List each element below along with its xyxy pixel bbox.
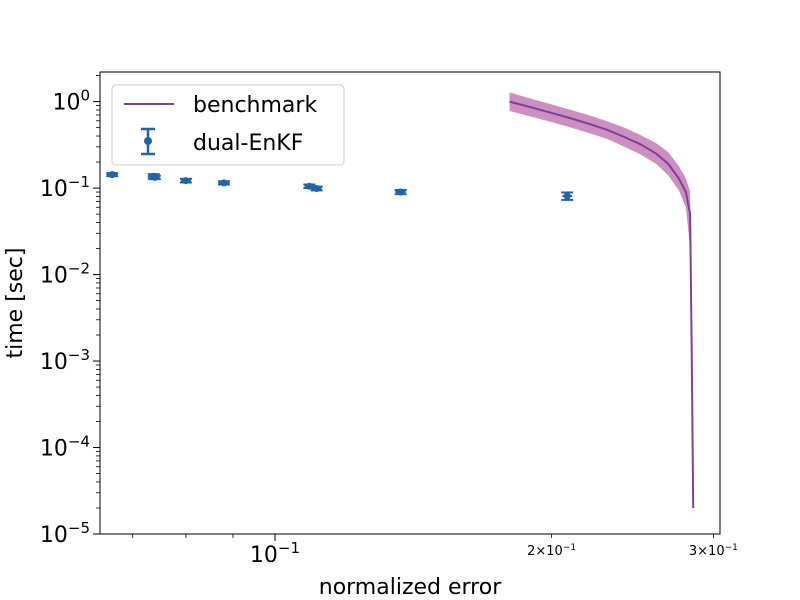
dual-enkf-marker [182,177,189,184]
y-tick-label-5: 10−5 [40,519,90,548]
dual-enkf-point-0 [106,171,118,178]
benchmark-band [510,92,694,518]
y-tick-label-5-exponent: −5 [68,519,90,537]
x-tick-label-2-base: 3×10 [689,544,725,559]
y-tick-label-2: 10−2 [40,260,90,289]
dual-enkf-point-6 [311,185,323,192]
dual-enkf-point-3 [180,177,192,184]
y-tick-label-4-exponent: −4 [68,433,90,451]
dual-enkf-marker [151,174,158,181]
dual-enkf-layer [106,171,573,200]
dual-enkf-point-7 [395,189,407,196]
dual-enkf-point-2 [149,174,161,181]
y-tick-label-3-exponent: −3 [68,346,90,364]
x-tick-label-2: 3×10−1 [689,543,738,559]
dual-enkf-marker [220,179,227,186]
legend-benchmark-label: benchmark [193,93,317,118]
dual-enkf-marker [564,193,571,200]
y-tick-label-0-base: 10 [52,91,80,116]
y-tick-label-0: 100 [52,87,90,116]
y-tick-label-0-exponent: 0 [80,87,90,105]
benchmark-line [510,102,694,508]
dual-enkf-point-8 [561,192,573,199]
y-tick-label-3-base: 10 [40,350,68,375]
y-tick-label-3: 10−3 [40,346,90,375]
dual-enkf-marker [109,171,116,178]
legend-dual-enkf-label: dual-EnKF [193,131,303,156]
y-tick-label-5-base: 10 [40,523,68,548]
benchmark-line-layer [510,102,694,508]
x-tick-label-1-base: 2×10 [527,544,563,559]
y-axis-title: time [sec] [3,248,28,359]
benchmark-band-layer [510,92,694,518]
x-axis-title: normalized error [319,575,502,600]
x-tick-label-2-exponent: −1 [725,543,738,553]
y-tick-label-2-exponent: −2 [68,260,90,278]
x-tick-label-1-exponent: −1 [563,543,576,553]
x-tick-label-0-exponent: −1 [278,539,300,557]
y-tick-label-1-base: 10 [40,177,68,202]
y-tick-label-2-base: 10 [40,264,68,289]
y-tick-label-1-exponent: −1 [68,173,90,191]
y-tick-label-4: 10−4 [40,433,90,462]
y-tick-label-4-base: 10 [40,437,68,462]
dual-enkf-marker [397,189,404,196]
legend: benchmark dual-EnKF [112,85,344,165]
legend-errbar-marker [144,137,152,145]
x-tick-label-1: 2×10−1 [527,543,576,559]
dual-enkf-point-4 [218,179,230,186]
x-axis-ticks: 10−1 2×10−1 3×10−1 [133,534,738,568]
dual-enkf-marker [313,185,320,192]
y-tick-label-1: 10−1 [40,173,90,202]
x-tick-label-0-base: 10 [250,543,278,568]
x-tick-label-0: 10−1 [250,539,300,568]
